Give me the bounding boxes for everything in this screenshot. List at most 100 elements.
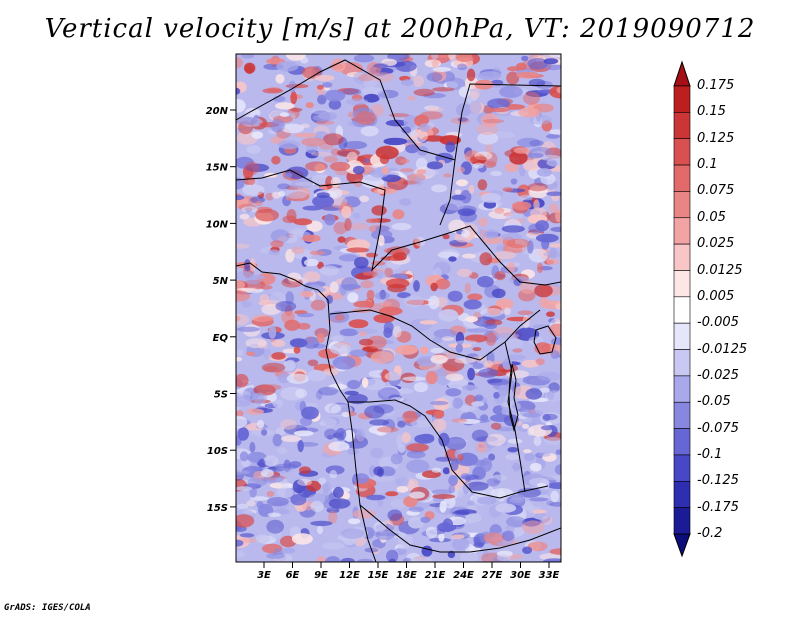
field-blob (324, 403, 341, 414)
field-blob (395, 60, 417, 72)
field-blob (293, 346, 301, 354)
field-blob (546, 134, 560, 139)
field-blob (538, 451, 551, 457)
colorbar-segment (673, 296, 691, 324)
field-blob (384, 267, 394, 278)
field-blob (527, 541, 548, 552)
field-blob (432, 336, 443, 344)
field-blob (546, 258, 560, 265)
field-blob (373, 63, 389, 68)
field-blob (236, 326, 260, 332)
field-blob (476, 441, 487, 453)
field-blob (410, 557, 433, 562)
field-blob (324, 556, 341, 562)
field-blob (484, 323, 497, 330)
field-blob (522, 520, 545, 535)
field-blob (549, 502, 561, 507)
latitude-label: 20N (206, 106, 229, 117)
field-blob (486, 107, 510, 113)
field-blob (523, 91, 540, 105)
field-blob (470, 356, 487, 362)
field-blob (329, 63, 344, 70)
field-blob (290, 107, 303, 112)
field-blob (316, 332, 325, 344)
field-blob (522, 315, 530, 329)
border-line (236, 169, 561, 286)
coastline (236, 262, 377, 562)
field-blob (442, 233, 450, 240)
field-blob (455, 340, 478, 345)
colorbar-value: -0.125 (697, 473, 739, 489)
field-blob (281, 435, 302, 443)
field-blob (270, 118, 285, 133)
field-blob (441, 336, 455, 341)
field-blob (328, 99, 342, 110)
field-blob (431, 489, 452, 495)
field-blob (454, 357, 476, 364)
field-blob (301, 406, 319, 420)
field-blob (236, 395, 253, 407)
field-blob (415, 157, 428, 170)
field-blob (309, 250, 326, 256)
field-blob (421, 545, 433, 557)
field-blob (396, 485, 409, 493)
field-blob (504, 307, 511, 315)
longitude-label: 18E (396, 570, 417, 581)
field-blob (554, 464, 561, 475)
field-blob (519, 280, 536, 294)
field-blob (512, 462, 521, 472)
field-blob (506, 516, 526, 528)
field-blob (311, 151, 332, 157)
field-blob (506, 316, 531, 322)
field-blob (244, 64, 254, 75)
field-blob (236, 514, 255, 528)
field-blob (431, 184, 448, 193)
colorbar (673, 60, 691, 558)
field-blob (438, 309, 459, 322)
field-blob (513, 147, 531, 154)
field-blob (329, 342, 352, 355)
field-blob (535, 358, 545, 366)
field-blob (457, 453, 464, 461)
field-blob (442, 518, 454, 533)
field-blob (236, 550, 245, 558)
field-blob (324, 213, 336, 226)
field-blob (275, 74, 285, 84)
field-blob (284, 319, 301, 331)
field-blob (377, 89, 399, 99)
field-blob (247, 477, 268, 487)
field-blob (317, 556, 326, 562)
field-blob (505, 454, 520, 461)
colorbar-value: 0.15 (697, 104, 726, 120)
latitude-label: 5N (213, 276, 229, 287)
field-blob (448, 256, 457, 262)
field-blob (536, 262, 544, 274)
field-blob (472, 362, 484, 370)
field-blob (549, 129, 561, 135)
field-blob (304, 258, 319, 267)
field-blob (338, 254, 359, 262)
field-blob (355, 111, 376, 125)
field-blob (413, 280, 420, 292)
field-blob (252, 392, 267, 404)
field-blob (241, 206, 258, 213)
longitude-label: 12E (339, 570, 360, 581)
field-blob (430, 354, 448, 364)
field-blob (547, 391, 555, 401)
field-blob (322, 82, 333, 88)
field-blob (460, 190, 472, 204)
field-blob (303, 336, 320, 349)
field-blob (454, 189, 462, 195)
field-blob (291, 246, 305, 255)
colorbar-segment (673, 480, 691, 508)
field-blob (435, 278, 451, 290)
latitude-label: EQ (213, 333, 229, 344)
field-blob (290, 179, 314, 189)
field-blob (310, 500, 324, 512)
field-blob (300, 290, 314, 298)
field-blob (302, 271, 321, 283)
field-blob (522, 546, 533, 554)
field-blob (290, 91, 298, 105)
field-blob (261, 362, 286, 373)
field-blob (292, 479, 306, 494)
